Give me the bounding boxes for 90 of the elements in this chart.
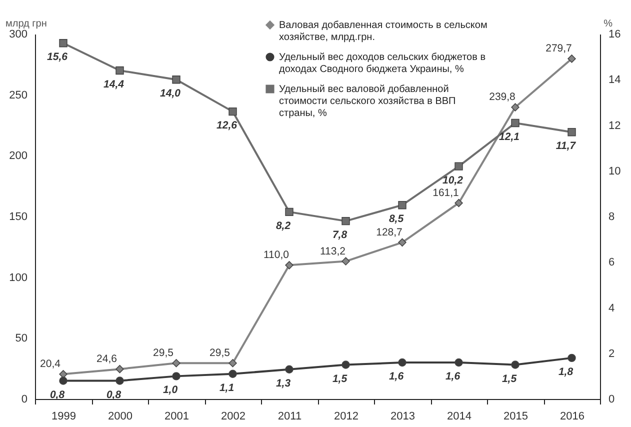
data-label: 11,7 [556, 140, 577, 152]
point [511, 118, 520, 128]
point [59, 39, 68, 48]
y2-axis-title: % [604, 18, 613, 30]
data-label: 14,4 [104, 78, 124, 90]
y2-tick-label: 2 [608, 348, 615, 360]
x-tick-label: 2002 [221, 410, 246, 422]
data-label: 0,8 [106, 388, 122, 401]
data-label: 1,5 [502, 372, 517, 385]
data-label: 29,5 [153, 347, 174, 360]
y-tick-label: 300 [9, 28, 28, 40]
point [172, 372, 180, 380]
y2-tick-label: 14 [608, 74, 621, 86]
y2-tick-label: 0 [608, 394, 615, 406]
y2-tick-label: 12 [608, 120, 621, 132]
y2-tick-label: 10 [608, 165, 621, 178]
y-tick-label: 50 [15, 332, 28, 345]
y-tick-label: 0 [21, 394, 28, 406]
point [59, 376, 68, 385]
data-label: 10,2 [442, 174, 464, 186]
point [172, 359, 180, 368]
y-tick-label: 200 [9, 150, 28, 162]
data-label: 1,6 [445, 370, 460, 382]
point [454, 198, 463, 208]
data-label: 161,1 [432, 186, 460, 199]
x-tick-label: 2011 [278, 410, 302, 422]
point [285, 365, 294, 374]
x-tick-label: 2015 [504, 410, 528, 422]
data-label: 8,2 [276, 220, 291, 232]
point [342, 257, 350, 266]
point [285, 261, 294, 270]
data-label: 12,1 [499, 130, 520, 143]
y2-tick-label: 4 [608, 302, 615, 314]
x-tick-label: 2012 [334, 410, 358, 422]
legend-label: Удельный вес валовой добавленной стоимости сельского хозяйства в ВВП страны, % [279, 84, 456, 119]
y-tick-label: 150 [9, 211, 28, 223]
data-label: 1,5 [332, 372, 348, 385]
point [228, 107, 237, 116]
point [568, 54, 576, 63]
point [511, 360, 520, 369]
x-tick-label: 2013 [390, 410, 415, 422]
point [228, 370, 237, 378]
data-label: 110,0 [264, 249, 290, 262]
data-label: 128,7 [376, 226, 403, 238]
point [285, 208, 294, 216]
x-tick-label: 2014 [447, 410, 472, 422]
y-axis-title: млрд грн [6, 18, 47, 30]
data-label: 1,6 [388, 370, 404, 382]
point [172, 76, 180, 84]
y2-tick-label: 8 [608, 211, 615, 223]
data-label: 29,5 [210, 347, 230, 360]
point [116, 376, 124, 385]
data-label: 239,8 [489, 91, 516, 104]
point [342, 360, 350, 369]
data-label: 14,0 [160, 88, 181, 100]
x-tick-label: 2001 [164, 410, 189, 422]
legend-label: Удельный вес доходов сельских бюджетов в доходах Сводного бюджета Украины, % [279, 52, 486, 75]
data-label: 12,6 [216, 120, 238, 132]
point [568, 354, 576, 362]
point [454, 358, 463, 367]
data-label: 279,7 [546, 42, 572, 55]
data-label: 20,4 [40, 358, 61, 370]
y2-tick-label: 16 [608, 28, 621, 40]
data-label: 1,3 [276, 377, 291, 390]
point [398, 358, 406, 367]
point [342, 216, 350, 226]
y-tick-label: 100 [9, 272, 28, 284]
data-label: 1,1 [219, 382, 234, 394]
legend-label: Валовая добавленная стоимость в сельском хозяйстве, млрд.грн. [279, 20, 488, 43]
point [228, 359, 237, 368]
point [454, 162, 463, 170]
data-label: 113,2 [320, 245, 346, 258]
data-label: 24,6 [96, 353, 118, 366]
point [398, 238, 406, 247]
x-tick-label: 2016 [560, 410, 584, 422]
data-label: 15,6 [47, 51, 68, 64]
point [116, 364, 124, 374]
y2-tick-label: 6 [608, 256, 615, 269]
point [568, 128, 576, 136]
data-label: 7,8 [332, 229, 348, 242]
y-tick-label: 250 [9, 89, 28, 102]
point [511, 103, 520, 112]
data-label: 8,5 [388, 213, 404, 226]
point [398, 200, 406, 210]
data-label: 1,8 [558, 366, 574, 378]
x-tick-label: 1999 [52, 410, 76, 422]
point [116, 66, 124, 75]
data-label: 0,8 [50, 388, 65, 401]
x-tick-label: 2000 [108, 410, 132, 422]
data-label: 1,0 [162, 384, 178, 396]
